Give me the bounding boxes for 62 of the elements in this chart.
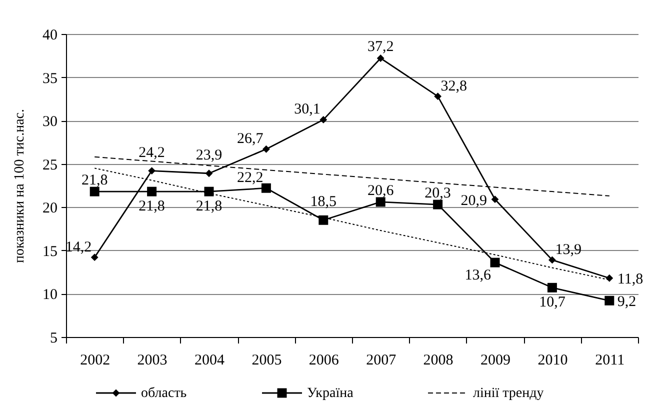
y-tick-label: 25	[42, 157, 58, 174]
y-tick-label: 15	[42, 244, 58, 260]
point	[434, 92, 442, 100]
x-tick-label: 2002	[80, 352, 110, 368]
point	[606, 274, 614, 282]
x-tick-label: 2005	[252, 352, 282, 368]
y-tick-label: 20	[42, 200, 58, 217]
y-tick-label: 5	[50, 330, 58, 346]
data-label: 13,6	[464, 267, 492, 284]
data-label: 10,7	[539, 294, 566, 310]
point	[491, 196, 499, 204]
point	[376, 54, 384, 62]
data-label: 22,2	[236, 170, 264, 186]
point	[320, 116, 328, 124]
point	[318, 215, 328, 225]
data-label: 21,8	[81, 172, 108, 189]
legend-label: область	[141, 386, 187, 401]
data-label: 20,6	[367, 182, 394, 199]
data-label: 20,9	[460, 192, 487, 209]
point	[90, 186, 100, 196]
data-label: 21,8	[138, 198, 165, 214]
data-label: 11,8	[617, 272, 644, 288]
x-tick-label: 2008	[423, 352, 454, 368]
point	[262, 145, 270, 153]
data-label: 32,8	[440, 78, 468, 94]
data-label: 37,2	[367, 39, 394, 56]
point	[205, 170, 213, 178]
y-tick-label: 30	[42, 114, 58, 130]
point	[261, 183, 271, 193]
x-tick-label: 2007	[366, 352, 397, 368]
y-tick-label: 40	[42, 28, 58, 44]
data-label: 18,5	[310, 194, 337, 210]
point	[148, 167, 156, 174]
x-tick-label: 2006	[308, 352, 340, 368]
data-label: 23,9	[196, 147, 222, 164]
point	[376, 197, 386, 207]
x-tick-label: 2011	[595, 352, 625, 368]
data-label: 9,2	[617, 294, 636, 310]
y-tick-label: 35	[42, 70, 58, 87]
data-label: 21,8	[196, 198, 222, 214]
x-tick-label: 2010	[538, 352, 568, 368]
x-tick-label: 2004	[194, 352, 225, 368]
data-label: 13,9	[555, 242, 582, 258]
data-label: 14,2	[65, 239, 92, 256]
point	[204, 186, 214, 196]
point	[490, 258, 500, 268]
point	[433, 200, 443, 210]
point	[604, 296, 614, 306]
point	[90, 254, 98, 262]
data-label: 24,2	[138, 144, 165, 161]
y-tick-label: 10	[42, 287, 58, 304]
point	[547, 282, 557, 292]
point	[147, 186, 157, 196]
data-label: 26,7	[236, 131, 264, 148]
data-label: 20,3	[424, 186, 451, 202]
legend-label: Україна	[307, 386, 354, 401]
point	[548, 256, 556, 264]
y-axis-title: показники на 100 тис.нас.	[12, 108, 28, 264]
x-tick-label: 2003	[137, 352, 168, 368]
x-tick-label: 2009	[480, 352, 510, 368]
data-label: 30,1	[294, 102, 320, 118]
legend-label: лінії тренду	[473, 386, 544, 401]
